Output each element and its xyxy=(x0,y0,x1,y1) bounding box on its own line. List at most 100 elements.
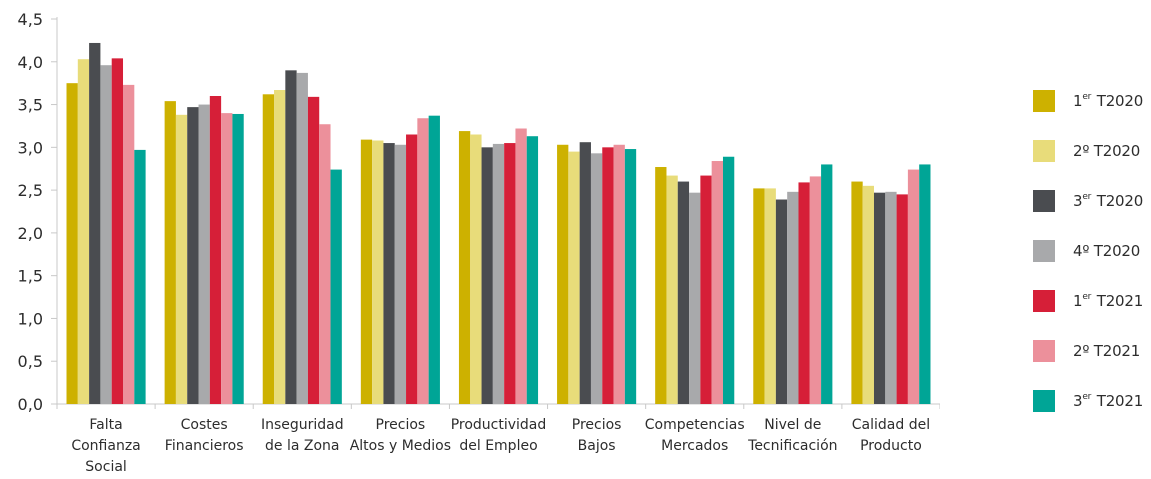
bar xyxy=(198,104,210,404)
x-category-label: Tecnificación xyxy=(747,438,837,454)
legend-label-superscript: er xyxy=(1082,92,1092,102)
bar xyxy=(232,113,244,404)
bar xyxy=(89,42,101,405)
bar xyxy=(809,176,822,404)
bar xyxy=(775,199,788,404)
x-category-label: Confianza xyxy=(71,438,140,454)
bar xyxy=(134,149,146,404)
x-category-label: Falta xyxy=(89,417,122,433)
legend-swatch xyxy=(1033,290,1055,312)
bar xyxy=(711,161,723,404)
legend-item: 3er T2020 xyxy=(1033,189,1143,213)
legend-label: 2º T2021 xyxy=(1073,342,1140,360)
bar xyxy=(919,164,931,404)
y-tick-label: 3,0 xyxy=(18,138,43,157)
x-category-label: Costes xyxy=(181,417,228,433)
x-category-label: Altos y Medios xyxy=(350,438,451,454)
y-tick-label: 2,0 xyxy=(18,224,43,243)
bar xyxy=(285,70,297,404)
legend-item: 4º T2020 xyxy=(1033,239,1140,263)
bar xyxy=(383,143,395,404)
legend-label-suffix: T2020 xyxy=(1092,92,1144,110)
bar xyxy=(873,192,886,404)
bar xyxy=(896,194,908,404)
bar xyxy=(700,175,712,404)
bar xyxy=(764,188,776,404)
y-tick-label: 1,0 xyxy=(18,309,43,328)
legend-label: 4º T2020 xyxy=(1073,242,1140,260)
legend-label: 3er T2021 xyxy=(1073,392,1143,410)
legend-label-prefix: 1 xyxy=(1073,292,1083,310)
bar xyxy=(624,149,637,404)
bar xyxy=(307,96,320,405)
legend-label-prefix: 3 xyxy=(1073,192,1083,210)
legend-label-suffix: T2020 xyxy=(1089,142,1141,160)
bar xyxy=(492,143,505,404)
bar xyxy=(319,124,331,404)
x-category-label: Inseguridad xyxy=(261,417,344,433)
legend-swatch xyxy=(1033,340,1055,362)
y-tick-label: 1,5 xyxy=(18,267,43,286)
bar xyxy=(677,181,690,404)
bar xyxy=(458,131,471,404)
bar xyxy=(515,128,527,404)
bar xyxy=(274,90,286,404)
bar xyxy=(417,118,429,405)
bar xyxy=(590,153,603,404)
bar xyxy=(209,96,222,404)
bar xyxy=(221,113,233,405)
bar xyxy=(100,65,112,404)
legend-label-superscript: er xyxy=(1082,292,1092,302)
legend-swatch xyxy=(1033,390,1055,412)
x-category-label: Competencias xyxy=(645,417,745,433)
x-category-label: Precios xyxy=(376,417,426,433)
bar xyxy=(330,169,342,404)
bar-chart: 0,0 0,5 1,0 1,5 2,0 2,5 3,0 3,5 4,0 4,5 Falta Confi… xyxy=(18,10,940,475)
bar xyxy=(722,156,735,404)
legend-label-prefix: 3 xyxy=(1073,392,1083,410)
bar xyxy=(798,182,810,404)
legend-item: 2º T2020 xyxy=(1033,139,1140,163)
bar xyxy=(504,143,516,404)
bar xyxy=(123,84,135,404)
y-tick-label: 0,5 xyxy=(18,352,43,371)
y-tick-label: 4,5 xyxy=(18,10,43,29)
bar xyxy=(862,185,874,404)
legend-label: 3er T2020 xyxy=(1073,192,1143,210)
bar xyxy=(557,144,569,404)
bar xyxy=(613,144,625,404)
x-category-label: del Empleo xyxy=(459,438,537,454)
y-tick-label: 4,0 xyxy=(18,53,43,72)
legend-label-superscript: er xyxy=(1082,392,1092,402)
y-tick-label: 0,0 xyxy=(18,395,43,414)
bar xyxy=(111,58,124,405)
bar xyxy=(526,136,539,404)
legend-label-suffix: T2021 xyxy=(1092,292,1144,310)
bar xyxy=(579,142,591,404)
legend-label-suffix: T2021 xyxy=(1089,342,1141,360)
y-tick-label: 3,5 xyxy=(18,96,43,115)
legend-swatch xyxy=(1033,90,1055,112)
legend-swatch xyxy=(1033,240,1055,262)
bar xyxy=(77,59,90,405)
bar xyxy=(568,151,580,404)
legend-item: 3er T2021 xyxy=(1033,389,1143,413)
legend-label: 1er T2020 xyxy=(1073,92,1143,110)
legend-item: 1er T2020 xyxy=(1033,89,1143,113)
bar xyxy=(753,188,765,404)
bar xyxy=(481,147,493,404)
legend-label-suffix: T2021 xyxy=(1092,392,1144,410)
x-category-label: Productividad xyxy=(451,417,547,433)
bar xyxy=(666,175,678,404)
x-category-label: Calidad del xyxy=(852,417,930,433)
legend-label: 1er T2021 xyxy=(1073,292,1143,310)
bar xyxy=(360,139,373,404)
bar xyxy=(689,192,701,404)
legend-label: 2º T2020 xyxy=(1073,142,1140,160)
x-category-label: Producto xyxy=(860,438,922,454)
bar xyxy=(406,134,418,404)
bar xyxy=(296,72,308,405)
bar xyxy=(851,181,863,404)
bar xyxy=(175,114,188,404)
legend-swatch xyxy=(1033,190,1055,212)
